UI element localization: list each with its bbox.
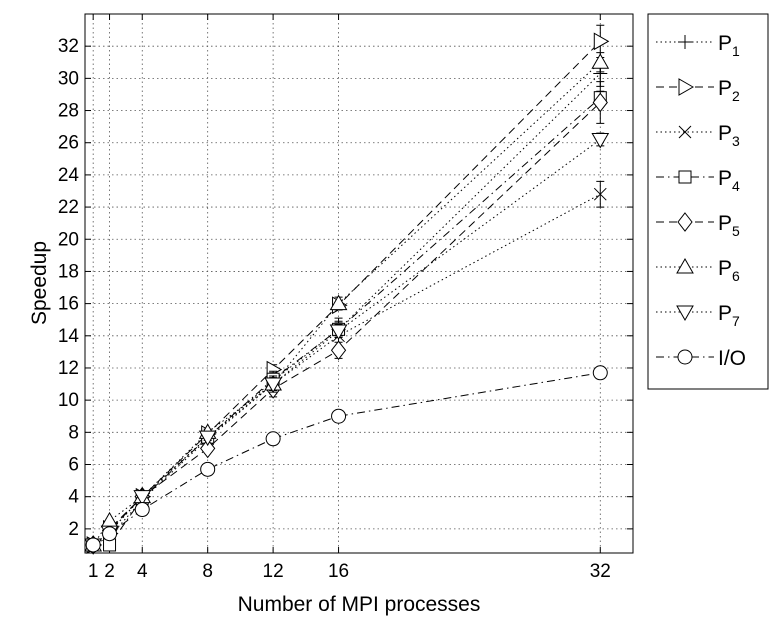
data-point-circle — [592, 365, 608, 381]
x-tick-label: 32 — [590, 561, 611, 582]
legend-marker-circle — [677, 349, 693, 365]
y-tick-label: 24 — [58, 165, 80, 186]
x-tick-label: 16 — [328, 561, 349, 582]
series-lines — [92, 41, 601, 546]
legend-label: I/O — [718, 347, 746, 370]
data-point-circle — [85, 537, 101, 553]
series-line-5 — [92, 102, 601, 546]
y-tick-label: 22 — [58, 197, 79, 218]
y-tick-label: 30 — [58, 68, 79, 89]
data-point-triangle-up — [591, 53, 610, 69]
y-tick-label: 16 — [58, 294, 79, 315]
data-point-triangle-up — [329, 294, 348, 311]
data-point-triangle-down — [329, 324, 348, 340]
y-tick-label: 28 — [58, 101, 79, 122]
y-tick-label: 20 — [58, 229, 79, 250]
legend-marker-triangle-down — [676, 305, 694, 322]
legend-marker-triangle-right — [678, 78, 695, 96]
data-point-triangle-right — [593, 32, 610, 51]
data-point-diamond — [592, 92, 608, 113]
data-point-triangle-up — [100, 511, 119, 528]
data-point-circle — [134, 502, 150, 518]
series-line-8 — [92, 372, 601, 546]
y-tick-label: 26 — [58, 133, 79, 154]
legend-marker-plus — [678, 35, 692, 49]
y-tick-label: 6 — [68, 455, 79, 476]
x-tick-label: 4 — [137, 561, 148, 582]
data-point-diamond — [200, 438, 216, 459]
data-point-circle — [265, 431, 281, 447]
y-tick-label: 10 — [58, 390, 79, 411]
legend-marker-x — [678, 125, 692, 139]
y-tick-label: 32 — [58, 36, 79, 57]
legend-marker-triangle-up — [676, 257, 694, 274]
series-markers — [84, 24, 610, 555]
y-tick-label: 12 — [58, 358, 79, 379]
y-axis-label: Speedup — [28, 241, 51, 325]
y-tick-label: 18 — [58, 261, 79, 282]
x-tick-label: 8 — [202, 561, 213, 582]
data-point-triangle-down — [133, 490, 152, 506]
grid-lines — [85, 14, 633, 553]
y-tick-label: 4 — [68, 487, 79, 508]
legend-marker-square — [678, 170, 692, 184]
y-tick-label: 8 — [68, 422, 79, 443]
data-point-triangle-down — [591, 132, 610, 149]
data-point-circle — [102, 526, 118, 542]
data-point-triangle-down — [264, 377, 282, 394]
x-tick-label: 12 — [263, 561, 284, 582]
y-tick-label: 2 — [68, 519, 79, 540]
data-point-circle — [331, 408, 347, 424]
x-tick-label: 2 — [104, 561, 115, 582]
data-point-x — [593, 187, 607, 201]
plot-frame — [84, 13, 634, 554]
x-axis-label: Number of MPI processes — [238, 593, 481, 616]
data-point-circle — [200, 461, 216, 477]
data-point-triangle-down — [198, 430, 217, 447]
series-line-3 — [92, 193, 601, 546]
x-tick-label: 1 — [88, 561, 99, 582]
legend-box — [647, 13, 769, 390]
y-tick-label: 14 — [58, 326, 80, 347]
legend-marker-diamond — [677, 212, 693, 232]
data-point-diamond — [330, 340, 347, 361]
